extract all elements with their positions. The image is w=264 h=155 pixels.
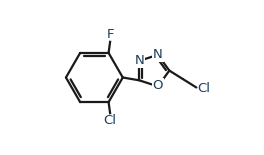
Text: Cl: Cl [103, 114, 117, 127]
Text: N: N [134, 54, 144, 67]
Text: O: O [153, 79, 163, 92]
Text: N: N [153, 48, 163, 61]
Text: Cl: Cl [197, 82, 211, 95]
Text: F: F [106, 28, 114, 41]
